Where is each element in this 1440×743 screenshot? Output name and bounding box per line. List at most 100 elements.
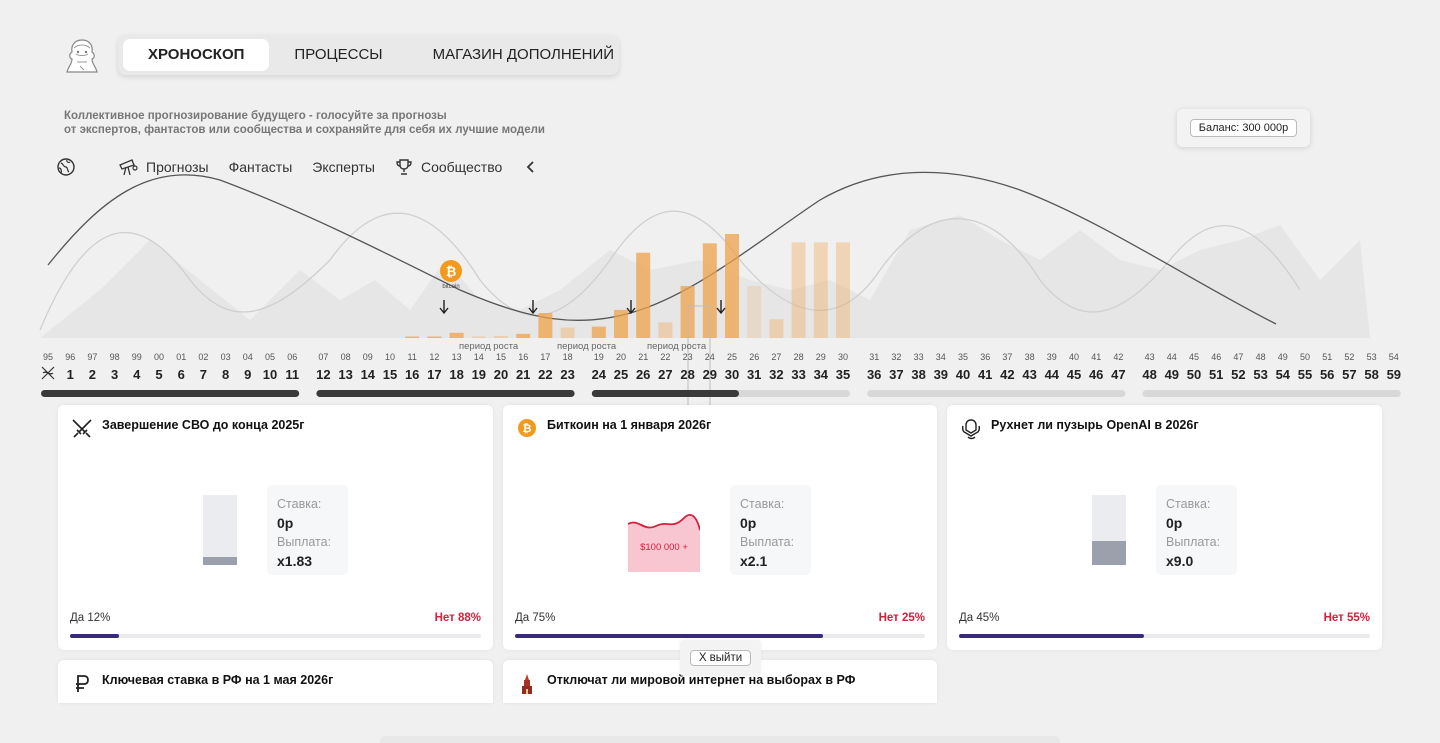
forecast-bar[interactable] [471,336,486,339]
forecast-bar[interactable] [427,336,442,339]
filter-forecasts[interactable]: Прогнозы [118,157,209,177]
big-year-label[interactable]: 53 [1253,367,1267,382]
big-year-label[interactable]: 22 [538,367,552,382]
forecast-bar[interactable] [658,322,673,338]
big-year-label[interactable]: 8 [222,367,229,382]
big-year-label[interactable]: 32 [769,367,783,382]
forecast-bar[interactable] [516,333,531,338]
forecast-card-bitcoin[interactable]: ₿ Биткоин на 1 января 2026г $100 000 + С… [503,405,937,650]
big-year-label[interactable]: 1 [67,367,74,382]
timeline-segment[interactable] [867,390,1126,397]
tab-addon-store[interactable]: МАГАЗИН ДОПОЛНЕНИЙ [432,46,615,63]
big-year-label[interactable]: 21 [516,367,530,382]
big-year-label[interactable]: 16 [405,367,419,382]
big-year-label[interactable]: 50 [1187,367,1201,382]
big-year-label[interactable]: 28 [680,367,694,382]
big-year-label[interactable]: 2 [89,367,96,382]
forecast-card-svo[interactable]: Завершение СВО до конца 2025г Ставка: 0р… [58,405,493,650]
big-year-label[interactable]: 52 [1231,367,1245,382]
big-year-label[interactable]: 46 [1089,367,1103,382]
big-year-label[interactable]: 26 [636,367,650,382]
forecast-bar[interactable] [791,242,806,338]
timeline-segment[interactable] [316,390,575,397]
big-year-label[interactable]: 17 [427,367,441,382]
big-year-label[interactable]: 39 [934,367,948,382]
big-year-label[interactable]: 7 [200,367,207,382]
filter-forecasts-label: Прогнозы [146,159,209,175]
big-year-label[interactable]: 3 [111,367,118,382]
forecast-bar[interactable] [636,252,651,338]
forecast-bars [405,234,850,338]
big-year-label[interactable]: 5 [155,367,162,382]
forecast-bar[interactable] [560,327,575,338]
big-year-label[interactable]: 18 [449,367,463,382]
big-year-label[interactable]: 38 [911,367,925,382]
big-year-label[interactable]: 29 [703,367,717,382]
filter-community[interactable]: Сообщество [395,158,502,176]
forecast-bar[interactable] [614,309,628,338]
forecast-bar[interactable] [747,286,762,338]
big-year-label[interactable]: 33 [791,367,805,382]
big-year-label[interactable]: 51 [1209,367,1223,382]
forecast-bar[interactable] [405,336,420,339]
tab-processes[interactable]: ПРОЦЕССЫ [294,46,383,63]
big-year-label[interactable]: 44 [1045,367,1060,382]
big-year-label[interactable]: 14 [361,367,376,382]
big-year-label[interactable]: 24 [592,367,607,382]
big-year-label[interactable]: 31 [747,367,761,382]
exit-button[interactable]: X выйти [689,650,752,666]
big-year-label[interactable]: 9 [244,367,251,382]
big-year-label[interactable]: 49 [1165,367,1179,382]
big-year-label[interactable]: 23 [560,367,574,382]
big-year-label[interactable]: 57 [1342,367,1356,382]
forecast-card-openai[interactable]: Рухнет ли пузырь OpenAI в 2026г Ставка: … [947,405,1382,650]
filter-experts[interactable]: Эксперты [312,159,375,175]
big-year-label[interactable]: 27 [658,367,672,382]
big-year-label[interactable]: 41 [978,367,992,382]
big-year-label[interactable]: 20 [494,367,508,382]
forecast-bar[interactable] [813,242,828,338]
tab-chronoscope[interactable]: ХРОНОСКОП [123,39,270,71]
big-year-label[interactable]: 6 [178,367,185,382]
big-year-label[interactable]: 42 [1000,367,1014,382]
big-year-label[interactable]: 30 [725,367,739,382]
big-year-label[interactable]: 43 [1022,367,1036,382]
timeline-segment[interactable] [41,390,300,397]
chevron-left-icon[interactable] [524,160,538,174]
big-year-label[interactable]: 11 [285,367,299,382]
forecast-bar[interactable] [538,313,553,338]
timeline-segment[interactable] [1142,390,1401,397]
big-year-label[interactable]: 48 [1142,367,1156,382]
big-year-label[interactable]: 58 [1364,367,1378,382]
filter-writers[interactable]: Фантасты [229,159,293,175]
big-year-label[interactable]: 35 [836,367,850,382]
big-year-label[interactable]: 34 [814,367,829,382]
forecast-bar[interactable] [836,242,850,338]
forecast-bar[interactable] [591,326,606,338]
bitcoin-marker[interactable]: ₿ bitcoin [440,260,462,290]
big-year-label[interactable]: 15 [383,367,397,382]
big-year-label[interactable]: 36 [867,367,881,382]
forecast-bar[interactable] [449,332,464,338]
forecast-bar[interactable] [494,335,508,338]
big-year-label[interactable]: 10 [263,367,277,382]
big-year-label[interactable]: 56 [1320,367,1334,382]
big-year-label[interactable]: 25 [614,367,628,382]
big-year-label[interactable]: 4 [133,367,141,382]
big-year-label[interactable]: 55 [1298,367,1312,382]
big-year-label[interactable]: 12 [316,367,330,382]
big-year-label[interactable]: 54 [1276,367,1291,382]
big-year-label[interactable]: 40 [956,367,970,382]
big-year-label[interactable]: 13 [338,367,352,382]
forecast-bar[interactable] [769,319,784,338]
balance-badge[interactable]: Баланс: 300 000р [1189,119,1298,137]
forecast-card-key-rate[interactable]: Ключевая ставка в РФ на 1 мая 2026г [58,660,493,703]
big-year-label[interactable]: 19 [472,367,486,382]
big-year-label[interactable]: 47 [1111,367,1125,382]
big-year-label[interactable]: 59 [1387,367,1401,382]
big-year-label[interactable]: 45 [1067,367,1081,382]
filter-globe[interactable] [56,157,84,177]
forecast-bar[interactable] [725,234,739,338]
big-year-label[interactable]: 37 [889,367,903,382]
forecast-bar[interactable] [702,243,717,338]
